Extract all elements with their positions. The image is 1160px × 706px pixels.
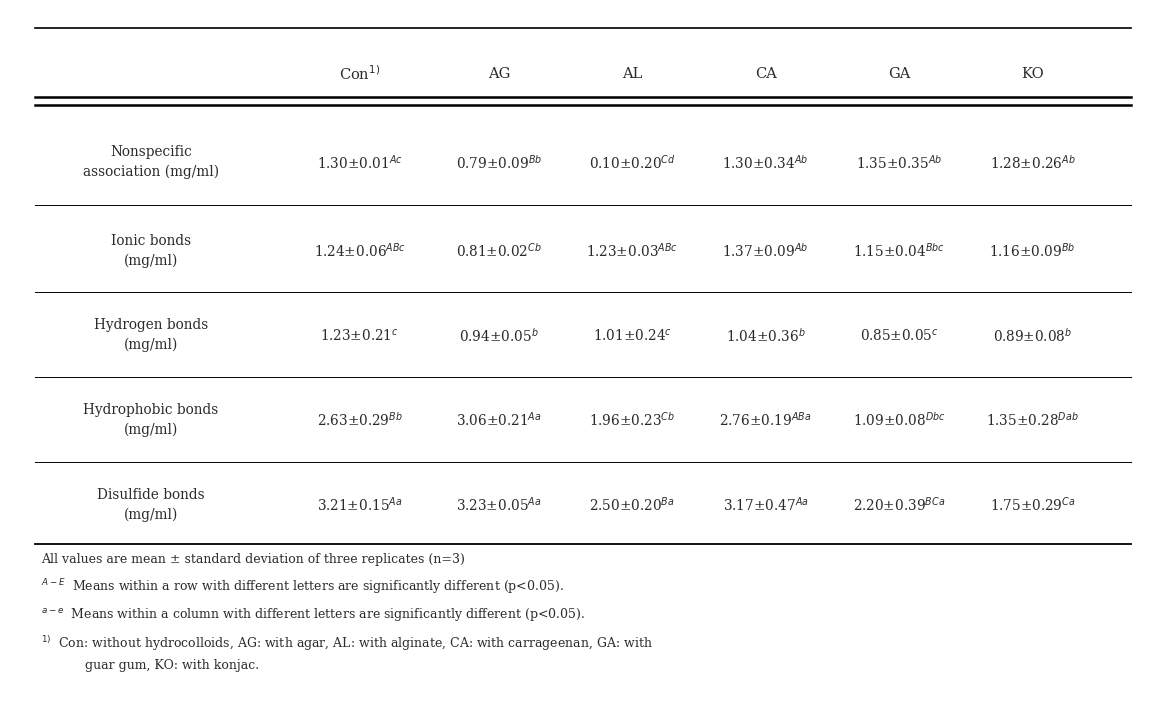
Text: $^{a-e}$  Means within a column with different letters are significantly differe: $^{a-e}$ Means within a column with diff… <box>41 606 585 623</box>
Text: 2.76±0.19$^{ABa}$: 2.76±0.19$^{ABa}$ <box>719 411 812 429</box>
Text: 3.23±0.05$^{Aa}$: 3.23±0.05$^{Aa}$ <box>456 496 542 514</box>
Text: AG: AG <box>487 67 510 81</box>
Text: 1.30±0.34$^{Ab}$: 1.30±0.34$^{Ab}$ <box>723 153 809 172</box>
Text: 1.96±0.23$^{Cb}$: 1.96±0.23$^{Cb}$ <box>589 411 675 429</box>
Text: 3.06±0.21$^{Aa}$: 3.06±0.21$^{Aa}$ <box>456 411 542 429</box>
Text: 2.63±0.29$^{Bb}$: 2.63±0.29$^{Bb}$ <box>317 411 403 429</box>
Text: 0.81±0.02$^{Cb}$: 0.81±0.02$^{Cb}$ <box>456 241 542 260</box>
Text: Con$^{1)}$: Con$^{1)}$ <box>339 65 380 83</box>
Text: 1.09±0.08$^{Dbc}$: 1.09±0.08$^{Dbc}$ <box>853 411 945 429</box>
Text: 0.94±0.05$^{b}$: 0.94±0.05$^{b}$ <box>459 326 538 345</box>
Text: 2.20±0.39$^{BCa}$: 2.20±0.39$^{BCa}$ <box>853 496 945 514</box>
Text: 1.01±0.24$^{c}$: 1.01±0.24$^{c}$ <box>593 328 672 343</box>
Text: 0.85±0.05$^{c}$: 0.85±0.05$^{c}$ <box>860 328 938 343</box>
Text: 1.37±0.09$^{Ab}$: 1.37±0.09$^{Ab}$ <box>723 241 809 260</box>
Text: 0.79±0.09$^{Bb}$: 0.79±0.09$^{Bb}$ <box>456 153 542 172</box>
Text: 0.89±0.08$^{b}$: 0.89±0.08$^{b}$ <box>993 326 1072 345</box>
Text: Nonspecific
association (mg/ml): Nonspecific association (mg/ml) <box>82 145 219 179</box>
Text: Hydrogen bonds
(mg/ml): Hydrogen bonds (mg/ml) <box>94 318 208 352</box>
Text: 3.21±0.15$^{Aa}$: 3.21±0.15$^{Aa}$ <box>317 496 403 514</box>
Text: 0.10±0.20$^{Cd}$: 0.10±0.20$^{Cd}$ <box>589 153 675 172</box>
Text: Disulfide bonds
(mg/ml): Disulfide bonds (mg/ml) <box>97 488 204 522</box>
Text: guar gum, KO: with konjac.: guar gum, KO: with konjac. <box>73 659 259 671</box>
Text: 3.17±0.47$^{Aa}$: 3.17±0.47$^{Aa}$ <box>723 496 809 514</box>
Text: $^{A-E}$  Means within a row with different letters are significantly different : $^{A-E}$ Means within a row with differe… <box>41 578 564 597</box>
Text: 1.28±0.26$^{Ab}$: 1.28±0.26$^{Ab}$ <box>989 153 1075 172</box>
Text: Hydrophobic bonds
(mg/ml): Hydrophobic bonds (mg/ml) <box>84 403 218 437</box>
Text: All values are mean ± standard deviation of three replicates (n=3): All values are mean ± standard deviation… <box>41 554 464 566</box>
Text: 1.75±0.29$^{Ca}$: 1.75±0.29$^{Ca}$ <box>989 496 1075 514</box>
Text: 1.23±0.21$^{c}$: 1.23±0.21$^{c}$ <box>320 328 399 343</box>
Text: KO: KO <box>1021 67 1044 81</box>
Text: Ionic bonds
(mg/ml): Ionic bonds (mg/ml) <box>110 234 191 268</box>
Text: GA: GA <box>887 67 911 81</box>
Text: 1.16±0.09$^{Bb}$: 1.16±0.09$^{Bb}$ <box>989 241 1075 260</box>
Text: AL: AL <box>622 67 643 81</box>
Text: 1.23±0.03$^{ABc}$: 1.23±0.03$^{ABc}$ <box>586 241 679 260</box>
Text: $^{1)}$  Con: without hydrocolloids, AG: with agar, AL: with alginate, CA: with : $^{1)}$ Con: without hydrocolloids, AG: … <box>41 635 652 653</box>
Text: CA: CA <box>755 67 776 81</box>
Text: 1.35±0.28$^{Dab}$: 1.35±0.28$^{Dab}$ <box>986 411 1079 429</box>
Text: 2.50±0.20$^{Ba}$: 2.50±0.20$^{Ba}$ <box>589 496 675 514</box>
Text: 1.24±0.06$^{ABc}$: 1.24±0.06$^{ABc}$ <box>313 241 406 260</box>
Text: 1.35±0.35$^{Ab}$: 1.35±0.35$^{Ab}$ <box>856 153 942 172</box>
Text: 1.04±0.36$^{b}$: 1.04±0.36$^{b}$ <box>726 326 805 345</box>
Text: 1.15±0.04$^{Bbc}$: 1.15±0.04$^{Bbc}$ <box>853 241 945 260</box>
Text: 1.30±0.01$^{Ac}$: 1.30±0.01$^{Ac}$ <box>317 153 403 172</box>
